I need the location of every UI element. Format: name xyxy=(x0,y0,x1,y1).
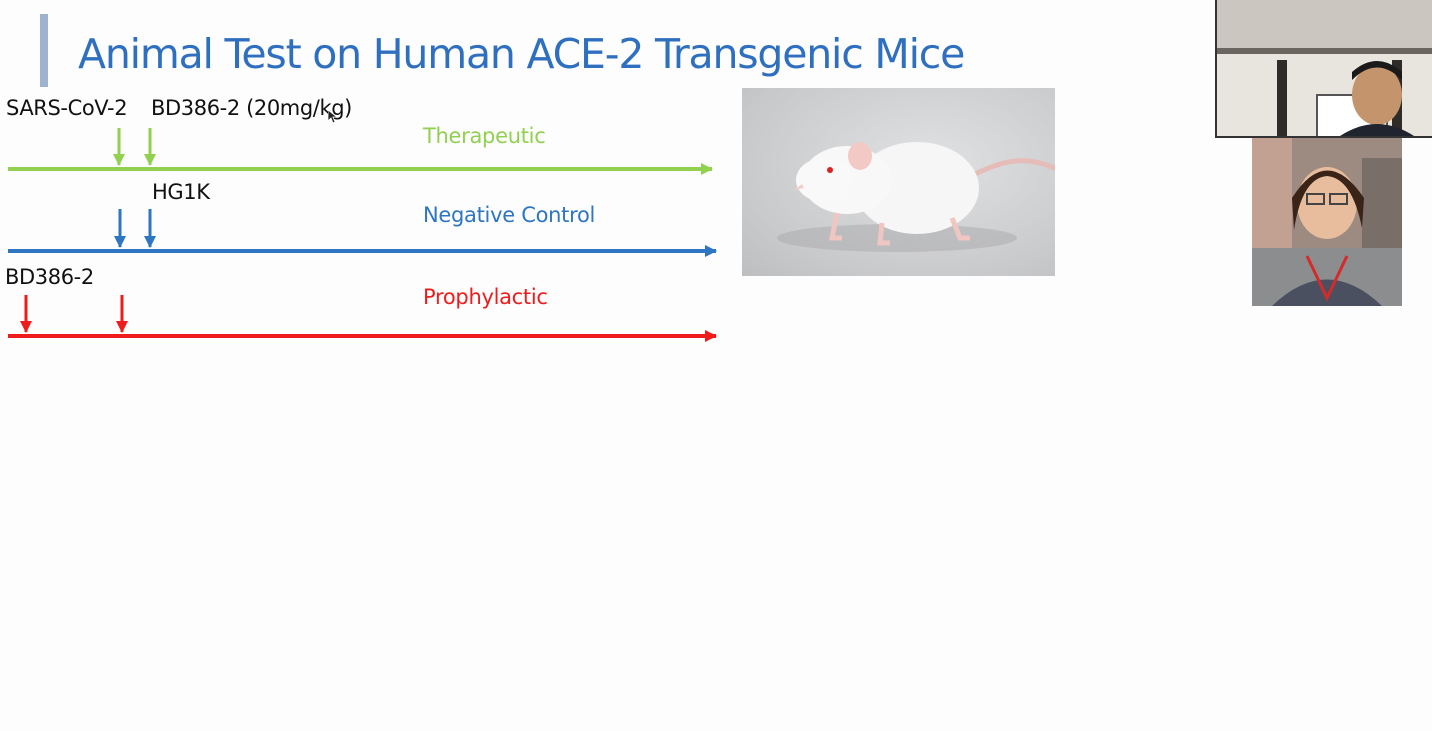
negative-control-label: Negative Control xyxy=(423,203,596,227)
sars-cov-2-label: SARS-CoV-2 xyxy=(6,96,128,120)
mouse-cursor-icon xyxy=(328,110,338,124)
bd386-label: BD386-2 xyxy=(5,265,94,289)
video-participant-man[interactable] xyxy=(1215,0,1432,138)
hg1k-label: HG1K xyxy=(152,180,210,204)
prophylactic-label: Prophylactic xyxy=(423,285,548,309)
timeline-diagram xyxy=(8,128,717,342)
white-rat-photo xyxy=(742,88,1055,276)
therapeutic-label: Therapeutic xyxy=(423,124,546,148)
title-accent-bar xyxy=(40,14,48,87)
bd386-dose-label: BD386-2 (20mg/kg) xyxy=(151,96,352,120)
video-participant-woman[interactable] xyxy=(1252,138,1402,306)
slide-title: Animal Test on Human ACE-2 Transgenic Mi… xyxy=(78,30,965,78)
